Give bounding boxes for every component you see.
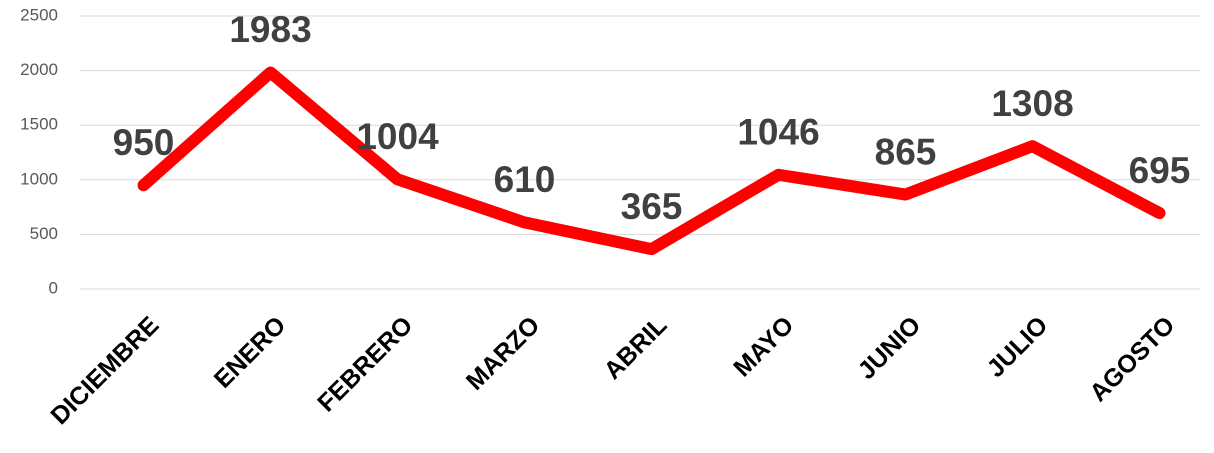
data-label: 610 bbox=[494, 159, 556, 200]
y-tick-label: 2000 bbox=[20, 60, 58, 79]
line bbox=[137, 66, 1166, 256]
x-tick-label: ABRIL bbox=[599, 311, 673, 385]
x-tick-label: ENERO bbox=[209, 311, 292, 394]
x-tick-label: MARZO bbox=[461, 311, 546, 396]
y-tick-label: 0 bbox=[49, 278, 58, 297]
x-tick-label: FEBRERO bbox=[312, 311, 418, 417]
y-tick-label: 500 bbox=[30, 224, 58, 243]
data-label: 695 bbox=[1129, 150, 1191, 191]
y-tick-label: 1000 bbox=[20, 169, 58, 188]
x-tick-label: JUNIO bbox=[853, 311, 927, 385]
x-tick-label: MAYO bbox=[728, 311, 799, 382]
data-label: 950 bbox=[113, 122, 175, 163]
y-tick-label: 2500 bbox=[20, 5, 58, 24]
data-label: 1308 bbox=[991, 83, 1073, 124]
data-label: 1004 bbox=[356, 116, 439, 157]
x-tick-label: DICIEMBRE bbox=[45, 311, 164, 430]
data-label: 1046 bbox=[737, 112, 819, 153]
data-label: 365 bbox=[621, 186, 683, 227]
data-label: 865 bbox=[875, 131, 937, 172]
x-tick-label: JULIO bbox=[982, 311, 1054, 383]
y-tick-label: 1500 bbox=[20, 115, 58, 134]
x-tick-label: AGOSTO bbox=[1084, 311, 1180, 407]
data-label: 1983 bbox=[229, 9, 311, 50]
